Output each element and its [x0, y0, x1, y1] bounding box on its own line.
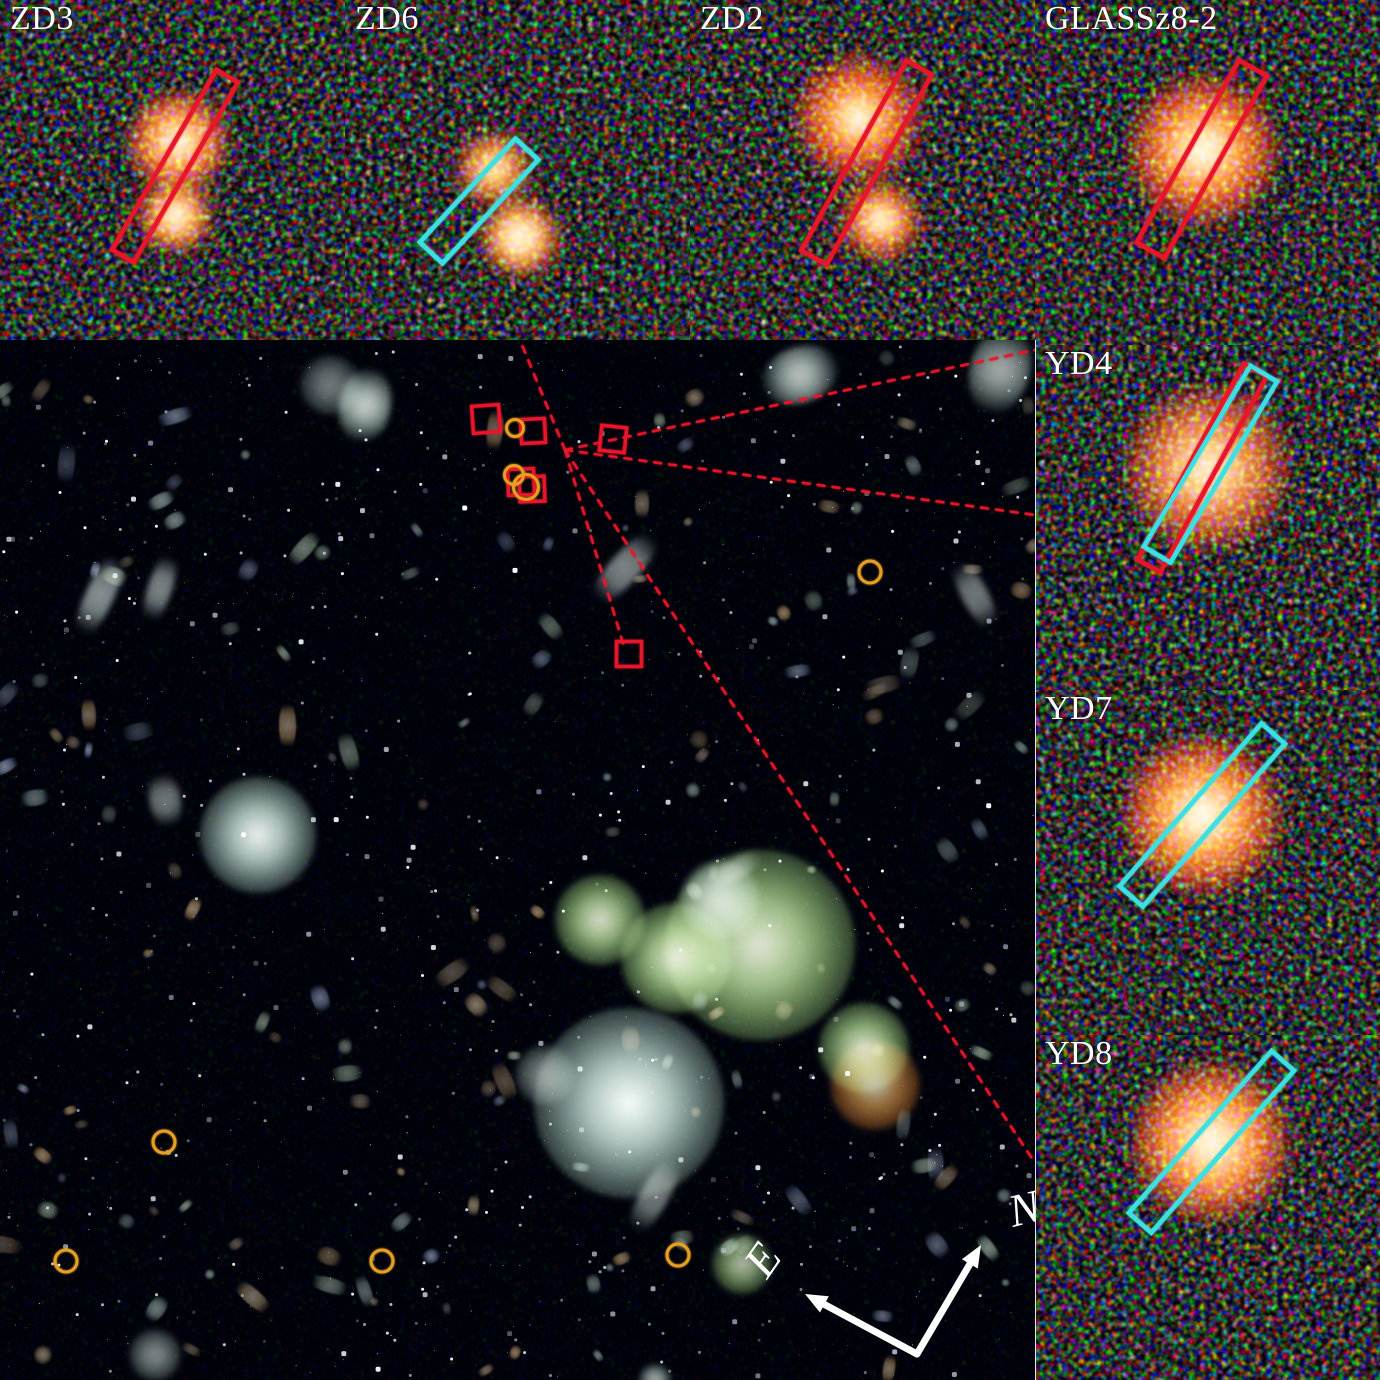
svg-text:N: N	[1002, 1179, 1035, 1237]
svg-text:E: E	[733, 1233, 791, 1286]
